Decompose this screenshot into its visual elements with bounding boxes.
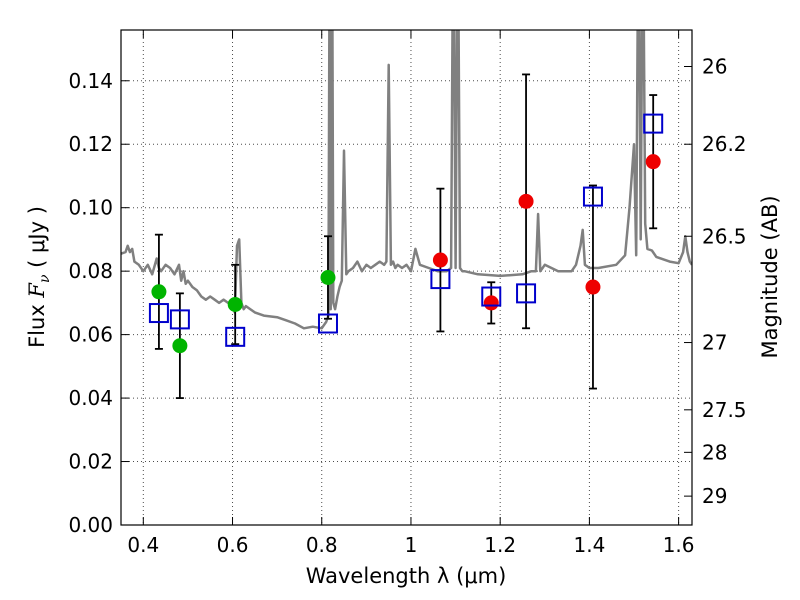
y-axis-label-suffix: ( μJy )	[25, 206, 49, 274]
photometry-point	[227, 296, 243, 312]
model-square	[582, 186, 603, 207]
x-tick-label: 0.8	[306, 533, 338, 557]
y-axis-label-sub: ν	[37, 274, 53, 283]
y-axis-label-var: F	[25, 282, 49, 299]
right-tick-label: 27	[702, 331, 727, 355]
photometry-point	[483, 295, 499, 311]
model-square	[225, 326, 246, 347]
axis-ticks	[121, 30, 692, 526]
right-tick-label: 28	[702, 440, 727, 464]
y-axis-label: Flux Fν ( μJy )	[25, 206, 53, 348]
model-square	[317, 313, 338, 334]
photometry-point	[645, 154, 661, 170]
y-tick-label: 0.00	[68, 513, 113, 537]
y-tick-label: 0.08	[68, 259, 113, 283]
photometry-point	[151, 284, 167, 300]
model-square	[516, 283, 537, 304]
photometry-point	[172, 338, 188, 354]
y-tick-label: 0.14	[68, 69, 113, 93]
y-axis-label-prefix: Flux	[25, 298, 49, 348]
model-square	[169, 309, 190, 330]
right-tick-label: 26.2	[702, 132, 747, 156]
spectrum-layer	[121, 30, 692, 330]
model-square	[148, 303, 169, 324]
photometry-point	[585, 279, 601, 295]
y-tick-label: 0.06	[68, 323, 113, 347]
marker-layer	[148, 73, 664, 399]
x-tick-label: 1.2	[484, 533, 516, 557]
y-tick-label: 0.04	[68, 386, 113, 410]
y-tick-label: 0.12	[68, 132, 113, 156]
photometry-point	[518, 193, 534, 209]
x-axis-label: Wavelength λ (μm)	[306, 564, 507, 588]
x-tick-label: 0.6	[217, 533, 249, 557]
x-tick-label: 1.4	[573, 533, 605, 557]
right-tick-labels: 26 26.2 26.5 27 27.5 28 29	[702, 54, 747, 508]
y-tick-label: 0.02	[68, 450, 113, 474]
model-square	[430, 269, 451, 290]
right-tick-label: 26	[702, 54, 727, 78]
grid-lines	[121, 30, 692, 526]
x-tick-label: 0.4	[127, 533, 159, 557]
right-tick-label: 26.5	[702, 224, 747, 248]
model-square	[643, 113, 664, 134]
x-tick-label: 1	[405, 533, 418, 557]
x-tick-label: 1.6	[663, 533, 695, 557]
spectrum-line	[121, 30, 692, 330]
right-tick-label: 29	[702, 484, 727, 508]
y-tick-labels: 0.00 0.02 0.04 0.06 0.08 0.10 0.12 0.14	[68, 69, 113, 537]
x-tick-labels: 0.4 0.6 0.8 1 1.2 1.4 1.6	[127, 533, 694, 557]
right-axis-label: Magnitude (AB)	[758, 195, 782, 358]
y-tick-label: 0.10	[68, 196, 113, 220]
right-tick-label: 27.5	[702, 398, 747, 422]
photometry-point	[432, 252, 448, 268]
plot-frame	[120, 29, 693, 526]
photometry-point	[320, 270, 336, 285]
model-square	[481, 286, 502, 307]
